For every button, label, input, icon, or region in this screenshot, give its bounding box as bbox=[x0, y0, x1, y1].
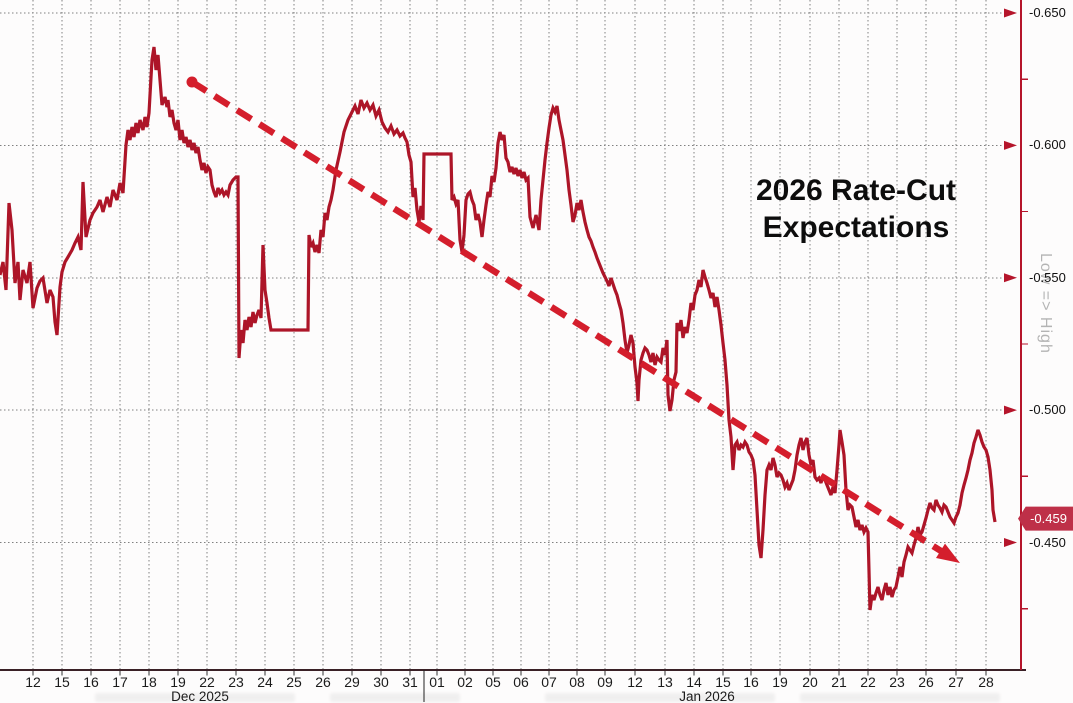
blurred-watermark bbox=[95, 693, 295, 702]
gridline-arrow-icon bbox=[1004, 8, 1017, 18]
trend-start-dot bbox=[186, 76, 198, 88]
price-series-line bbox=[0, 46, 997, 611]
x-tick-label: 19 bbox=[772, 674, 788, 690]
x-tick-label: 16 bbox=[83, 674, 99, 690]
chart-title: 2026 Rate-Cut Expectations bbox=[755, 174, 957, 244]
x-tick-label: 23 bbox=[889, 674, 905, 690]
x-tick-label: 12 bbox=[25, 674, 41, 690]
y-tick-label: -0.550 bbox=[1029, 269, 1066, 285]
x-tick-label: 20 bbox=[802, 674, 818, 690]
x-tick-label: 08 bbox=[569, 674, 585, 690]
blurred-watermark bbox=[545, 693, 775, 702]
x-tick-label: 27 bbox=[948, 674, 964, 690]
x-tick-label: 31 bbox=[402, 674, 418, 690]
x-tick-label: 21 bbox=[831, 674, 847, 690]
x-tick-label: 18 bbox=[141, 674, 157, 690]
gridline-arrow-icon bbox=[1004, 140, 1017, 150]
month-label: Jan 2026 bbox=[679, 689, 735, 703]
x-tick-label: 17 bbox=[112, 674, 128, 690]
y-axis-minor-ticks bbox=[1021, 78, 1028, 610]
x-tick-label: 29 bbox=[344, 674, 360, 690]
x-tick-label: 28 bbox=[978, 674, 994, 690]
gridline-arrow-icon bbox=[1004, 273, 1017, 283]
month-label: Dec 2025 bbox=[171, 689, 229, 703]
x-tick-label: 26 bbox=[315, 674, 331, 690]
x-tick-label: 13 bbox=[657, 674, 673, 690]
x-tick-label: 22 bbox=[199, 674, 215, 690]
y-tick-label: -0.600 bbox=[1029, 137, 1066, 153]
x-tick-label: 30 bbox=[373, 674, 389, 690]
x-tick-label: 14 bbox=[686, 674, 702, 690]
trend-arrowhead-icon bbox=[935, 543, 960, 563]
blurred-watermark bbox=[800, 693, 1000, 702]
blurred-watermark bbox=[330, 693, 460, 702]
vertical-gridlines bbox=[32, 0, 987, 669]
last-price-badge: -0.459 bbox=[1018, 506, 1073, 531]
gridline-arrow-icon bbox=[1004, 405, 1017, 415]
x-tick-label: 19 bbox=[170, 674, 186, 690]
x-tick-label: 26 bbox=[918, 674, 934, 690]
x-tick-label: 02 bbox=[457, 674, 473, 690]
y-tick-label: -0.450 bbox=[1029, 534, 1066, 550]
y-tick-label: -0.650 bbox=[1029, 5, 1066, 20]
x-axis-ticks bbox=[32, 670, 987, 676]
y-tick-label: -0.500 bbox=[1029, 402, 1066, 418]
x-tick-label: 16 bbox=[743, 674, 759, 690]
x-tick-label: 22 bbox=[860, 674, 876, 690]
x-tick-label: 23 bbox=[228, 674, 244, 690]
x-tick-label: 01 bbox=[429, 674, 445, 690]
x-tick-label: 06 bbox=[513, 674, 529, 690]
x-tick-label: 09 bbox=[597, 674, 613, 690]
x-tick-label: 05 bbox=[485, 674, 501, 690]
x-tick-label: 25 bbox=[286, 674, 302, 690]
axis-direction-label: Low => High bbox=[1037, 253, 1054, 354]
x-tick-label: 15 bbox=[54, 674, 70, 690]
x-tick-label: 12 bbox=[627, 674, 643, 690]
x-tick-label: 07 bbox=[541, 674, 557, 690]
x-tick-label: 15 bbox=[715, 674, 731, 690]
x-tick-label: 24 bbox=[257, 674, 273, 690]
trend-dashed-line bbox=[190, 79, 943, 554]
gridline-arrow-icon bbox=[1004, 538, 1017, 547]
